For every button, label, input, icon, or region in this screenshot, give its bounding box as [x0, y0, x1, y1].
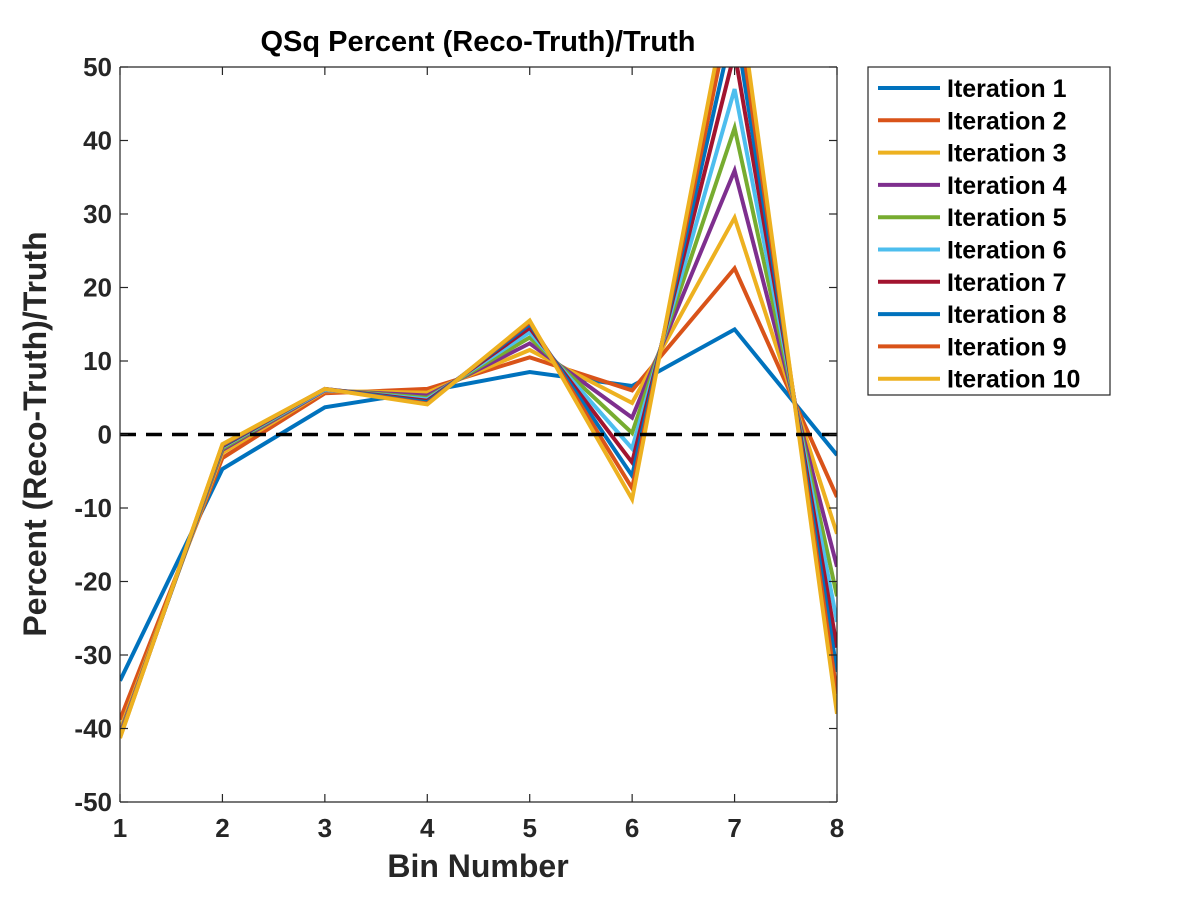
y-tick-label: 10 [83, 346, 112, 376]
y-axis-title: Percent (Reco-Truth)/Truth [17, 231, 53, 636]
legend-label: Iteration 2 [947, 107, 1066, 135]
x-tick-label: 4 [420, 813, 435, 843]
x-tick-label: 1 [113, 813, 127, 843]
x-ticks: 1 2 3 4 5 6 7 8 [113, 67, 844, 843]
legend-label: Iteration 1 [947, 75, 1067, 103]
legend-label: Iteration 6 [947, 237, 1066, 265]
legend-label: Iteration 5 [947, 204, 1067, 232]
legend-label: Iteration 9 [947, 333, 1066, 361]
x-tick-label: 2 [215, 813, 229, 843]
y-tick-label: 20 [83, 273, 112, 303]
chart-title: QSq Percent (Reco-Truth)/Truth [260, 26, 695, 58]
legend-label: Iteration 8 [947, 301, 1067, 329]
y-tick-label: -30 [74, 640, 112, 670]
y-tick-label: 50 [83, 52, 112, 82]
y-tick-label: -20 [74, 567, 112, 597]
y-tick-label: -10 [74, 493, 112, 523]
x-tick-label: 8 [830, 813, 844, 843]
x-tick-label: 7 [727, 813, 741, 843]
legend-label: Iteration 3 [947, 140, 1066, 168]
x-tick-label: 6 [625, 813, 639, 843]
x-axis-title: Bin Number [387, 848, 568, 884]
legend-label: Iteration 4 [947, 172, 1067, 200]
y-tick-label: -40 [74, 714, 112, 744]
legend-label: Iteration 10 [947, 366, 1080, 394]
y-tick-label: 0 [98, 420, 112, 450]
y-tick-label: 30 [83, 199, 112, 229]
series-line-iteration-1 [120, 326, 837, 682]
x-tick-label: 5 [522, 813, 536, 843]
y-ticks: -50 -40 -30 -20 -10 0 10 20 30 40 50 [74, 52, 837, 817]
y-tick-label: 40 [83, 126, 112, 156]
series-layer [120, 67, 837, 739]
x-tick-label: 3 [318, 813, 332, 843]
legend-label: Iteration 7 [947, 269, 1066, 297]
legend: Iteration 1 Iteration 2 Iteration 3 Iterati… [867, 66, 1111, 396]
y-tick-label: -50 [74, 787, 112, 817]
